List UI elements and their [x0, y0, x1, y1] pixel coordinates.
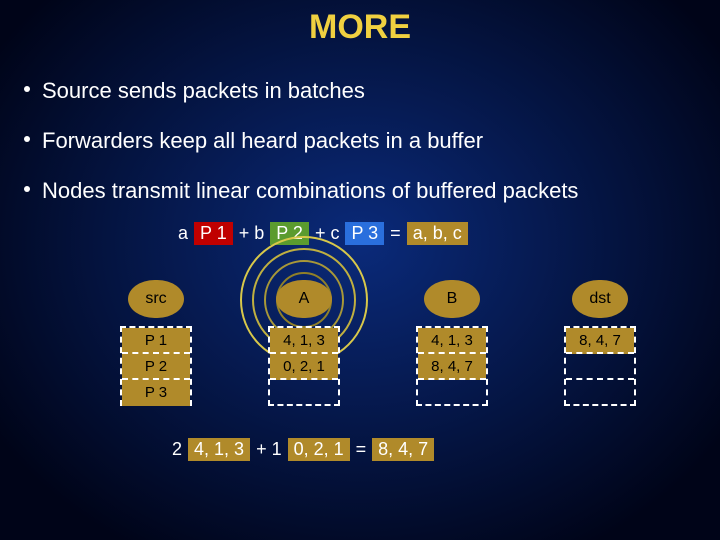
buffer-box: P 1P 2P 3	[120, 326, 192, 406]
bullet-item: Source sends packets in batches	[24, 78, 365, 104]
buffer-cell: 0, 2, 1	[270, 354, 338, 380]
equation-combination: 2 4, 1, 3 + 1 0, 2, 1 = 8, 4, 7	[172, 438, 434, 461]
bullet-dot-icon	[24, 186, 30, 192]
eq2-two: 2	[172, 439, 182, 460]
chip-t2: 0, 2, 1	[288, 438, 350, 461]
bullet-dot-icon	[24, 136, 30, 142]
buffer-cell: P 2	[122, 354, 190, 380]
buffer-cell	[418, 380, 486, 406]
node-dst: dst	[572, 280, 628, 318]
node-A: A	[276, 280, 332, 318]
chip-rhs: a, b, c	[407, 222, 468, 245]
chip-p3: P 3	[345, 222, 384, 245]
bullet-dot-icon	[24, 86, 30, 92]
buffer-box: 4, 1, 38, 4, 7	[416, 326, 488, 406]
buffer-cell: 8, 4, 7	[566, 328, 634, 354]
slide-title: MORE	[0, 8, 720, 47]
chip-t1: 4, 1, 3	[188, 438, 250, 461]
bullet-text: Source sends packets in batches	[42, 78, 365, 104]
node-B: B	[424, 280, 480, 318]
buffer-box: 4, 1, 30, 2, 1	[268, 326, 340, 406]
buffer-box: 8, 4, 7	[564, 326, 636, 406]
buffer-cell: 4, 1, 3	[270, 328, 338, 354]
buffer-cell: 4, 1, 3	[418, 328, 486, 354]
eq-a: a	[178, 223, 188, 244]
chip-t3: 8, 4, 7	[372, 438, 434, 461]
bullet-item: Forwarders keep all heard packets in a b…	[24, 128, 483, 154]
buffer-cell	[270, 380, 338, 406]
bullet-item: Nodes transmit linear combinations of bu…	[24, 178, 578, 204]
chip-p1: P 1	[194, 222, 233, 245]
node-src: src	[128, 280, 184, 318]
buffer-cell: P 3	[122, 380, 190, 406]
eq-plus-b: + b	[239, 223, 265, 244]
buffer-cell: 8, 4, 7	[418, 354, 486, 380]
bullet-text: Nodes transmit linear combinations of bu…	[42, 178, 578, 204]
buffer-cell	[566, 354, 634, 380]
eq2-plus1: + 1	[256, 439, 282, 460]
buffer-cell: P 1	[122, 328, 190, 354]
eq2-equals: =	[356, 439, 367, 460]
buffer-cell	[566, 380, 634, 406]
eq-equals: =	[390, 223, 401, 244]
slide-stage: MORE Source sends packets in batches Forw…	[0, 0, 720, 540]
bullet-text: Forwarders keep all heard packets in a b…	[42, 128, 483, 154]
